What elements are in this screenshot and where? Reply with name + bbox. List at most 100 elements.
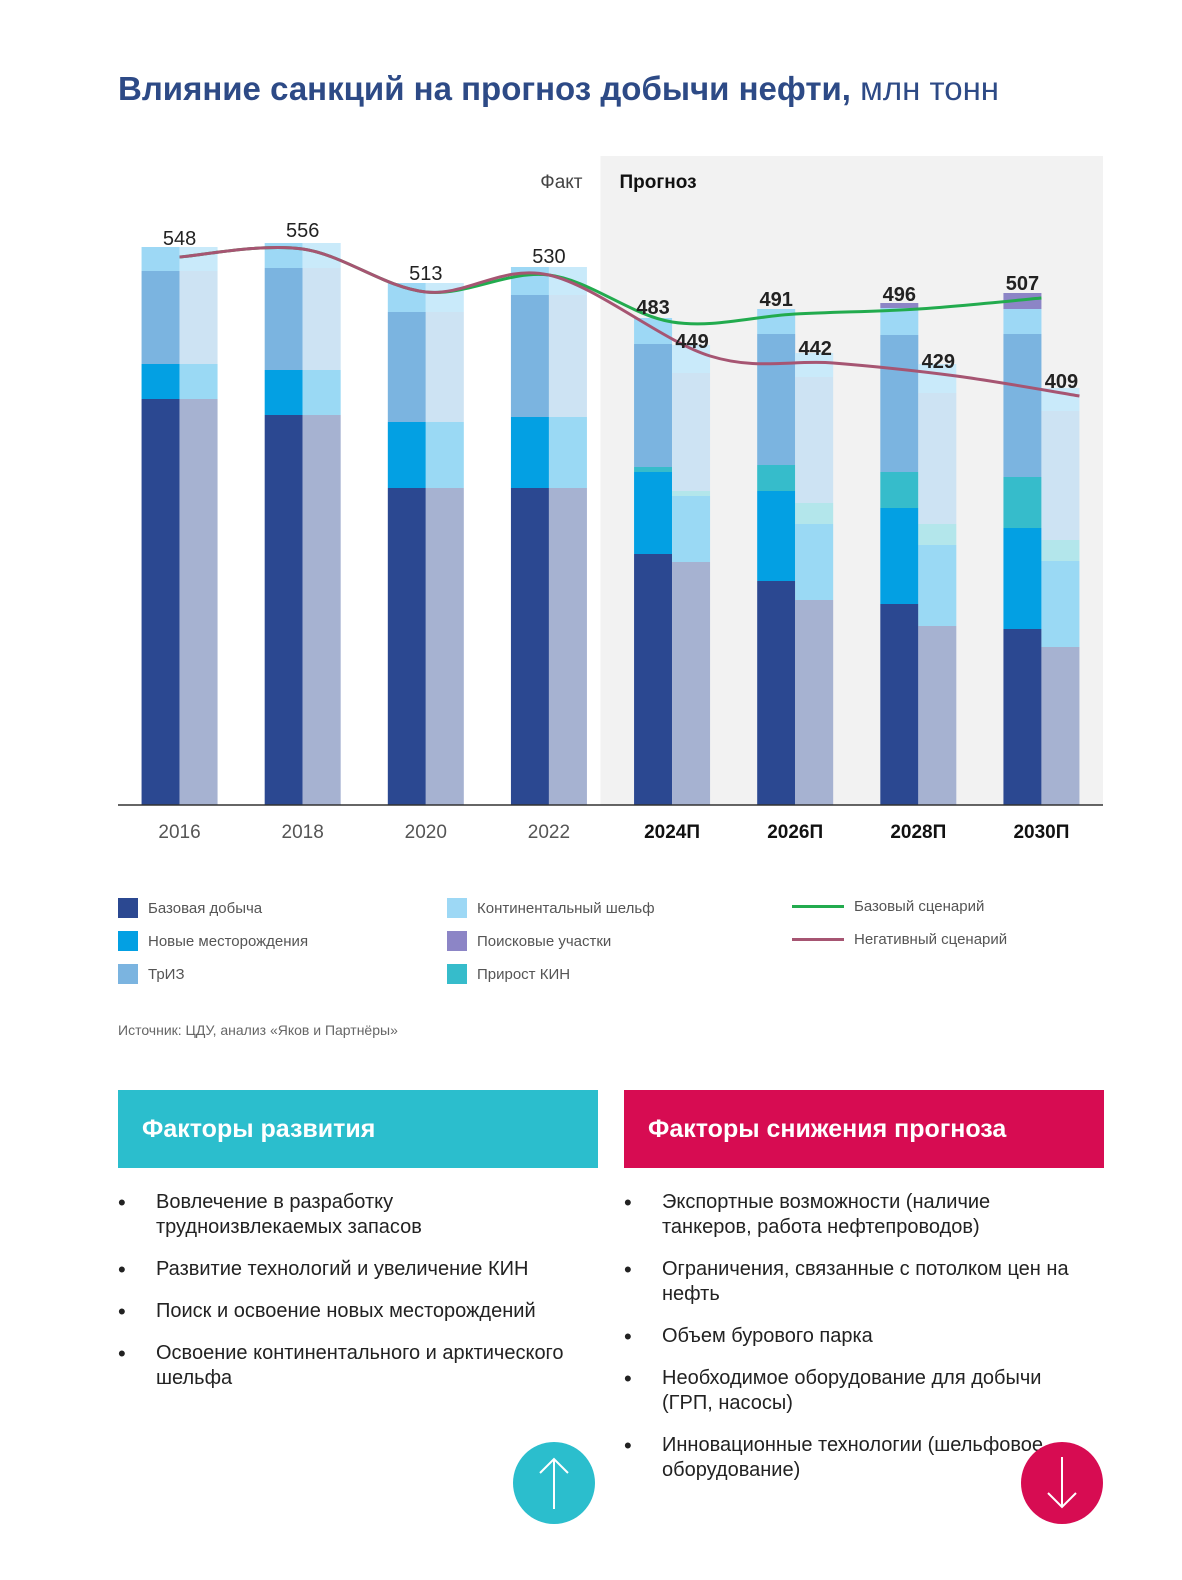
bar-base-2028П-Поисковые участки xyxy=(880,303,919,308)
bar-negative-2028П-Континентальный шельф xyxy=(918,364,957,393)
x-tick-label: 2016 xyxy=(158,822,200,843)
data-label-negative: 449 xyxy=(675,331,708,353)
bar-negative-2018-ТрИЗ xyxy=(302,268,341,370)
bar-negative-2018-Континентальный шельф xyxy=(302,243,341,268)
panel-decline-factors: Факторы снижения прогноза Экспортные воз… xyxy=(624,1090,1104,1500)
bar-negative-2016-Базовая добыча xyxy=(179,399,218,805)
oil-production-chart: Факт Прогноз 2016 2018 2020 2022 2024П 2026П 202… xyxy=(118,156,1103,843)
bar-base-2020-Базовая добыча xyxy=(387,488,426,805)
bar-negative-2020-Континентальный шельф xyxy=(425,283,464,312)
x-tick-label: 2026П xyxy=(767,822,823,843)
legend-label-neg-line: Негативный сценарий xyxy=(854,931,1008,948)
bar-negative-2022-ТрИЗ xyxy=(548,295,587,417)
bar-base-2020-Новые месторождения xyxy=(387,422,426,488)
data-label-base: 496 xyxy=(883,284,916,306)
legend-swatch-shelf xyxy=(447,898,467,918)
list-item: Поиск и освоение новых месторождений xyxy=(118,1299,576,1324)
chart-title-unit: млн тонн xyxy=(860,70,1000,107)
bar-negative-2030П-Новые месторождения xyxy=(1041,561,1080,647)
growth-factors-list: Вовлечение в разработку трудноизвлекаемы… xyxy=(118,1190,598,1391)
bar-negative-2028П-Прирост КИН xyxy=(918,524,957,545)
legend-item-exploration: Поисковые участки xyxy=(447,931,611,951)
bar-base-2022-ТрИЗ xyxy=(510,295,549,417)
label-fact: Факт xyxy=(540,172,583,193)
bar-base-2026П-Континентальный шельф xyxy=(757,309,796,334)
x-tick-label: 2028П xyxy=(890,822,946,843)
legend-item-triz: ТрИЗ xyxy=(118,964,185,984)
source-note: Источник: ЦДУ, анализ «Яков и Партнёры» xyxy=(118,1022,398,1038)
bar-negative-2018-Новые месторождения xyxy=(302,370,341,415)
bar-base-2018-Базовая добыча xyxy=(264,415,303,805)
bar-base-2016-Базовая добыча xyxy=(141,399,180,805)
legend-item-base: Базовая добыча xyxy=(118,898,262,918)
x-tick-label: 2020 xyxy=(405,822,447,843)
bar-base-2018-ТрИЗ xyxy=(264,268,303,370)
x-tick-label: 2022 xyxy=(528,822,570,843)
data-label-negative: 442 xyxy=(799,338,832,360)
legend-swatch-base xyxy=(118,898,138,918)
bar-base-2030П-Континентальный шельф xyxy=(1003,309,1042,334)
list-item: Развитие технологий и увеличение КИН xyxy=(118,1257,576,1282)
bar-negative-2016-Новые месторождения xyxy=(179,364,218,399)
bar-base-2028П-Базовая добыча xyxy=(880,604,919,805)
bar-base-2022-Континентальный шельф xyxy=(510,267,549,295)
chart-legend: Базовая добыча Новые месторождения ТрИЗ … xyxy=(0,896,1182,996)
bar-negative-2024П-ТрИЗ xyxy=(672,373,711,491)
legend-swatch-new-fields xyxy=(118,931,138,951)
data-label-negative: 409 xyxy=(1045,371,1078,393)
bar-negative-2030П-Прирост КИН xyxy=(1041,540,1080,561)
bar-negative-2026П-Континентальный шельф xyxy=(795,353,834,377)
data-label-base: 483 xyxy=(636,297,669,319)
legend-item-new-fields: Новые месторождения xyxy=(118,931,308,951)
bar-base-2028П-ТрИЗ xyxy=(880,335,919,472)
legend-label-kin: Прирост КИН xyxy=(477,965,571,983)
list-item: Ограничения, связанные с потолком цен на… xyxy=(624,1257,1082,1307)
bar-base-2028П-Прирост КИН xyxy=(880,472,919,508)
bar-base-2028П-Новые месторождения xyxy=(880,508,919,604)
bar-base-2026П-Новые месторождения xyxy=(757,491,796,581)
bar-negative-2030П-Базовая добыча xyxy=(1041,647,1080,805)
bar-negative-2020-Базовая добыча xyxy=(425,488,464,805)
bar-negative-2028П-ТрИЗ xyxy=(918,393,957,524)
bar-negative-2026П-ТрИЗ xyxy=(795,377,834,503)
arrow-down-icon xyxy=(1021,1442,1103,1524)
panel-growth-title: Факторы развития xyxy=(118,1090,598,1168)
legend-label-new-fields: Новые месторождения xyxy=(148,932,309,950)
legend-line-base xyxy=(792,905,844,908)
legend-label-shelf: Континентальный шельф xyxy=(477,899,655,917)
list-item: Освоение континентального и арктического… xyxy=(118,1341,576,1391)
list-item: Экспортные возможности (наличие танкеров… xyxy=(624,1190,1082,1240)
bar-negative-2026П-Новые месторождения xyxy=(795,524,834,600)
bar-base-2018-Новые месторождения xyxy=(264,370,303,415)
bar-base-2026П-Прирост КИН xyxy=(757,465,796,491)
bar-negative-2026П-Прирост КИН xyxy=(795,503,834,524)
bar-base-2024П-Новые месторождения xyxy=(634,472,673,554)
bar-negative-2020-ТрИЗ xyxy=(425,312,464,422)
bar-base-2024П-ТрИЗ xyxy=(634,344,673,467)
bar-base-2022-Базовая добыча xyxy=(510,488,549,805)
bar-base-2024П-Прирост КИН xyxy=(634,467,673,472)
legend-swatch-triz xyxy=(118,964,138,984)
bar-negative-2022-Новые месторождения xyxy=(548,417,587,488)
bar-negative-2028П-Базовая добыча xyxy=(918,626,957,805)
legend-swatch-kin xyxy=(447,964,467,984)
arrow-up-icon xyxy=(513,1442,595,1524)
list-item: Вовлечение в разработку трудноизвлекаемы… xyxy=(118,1190,576,1240)
list-item: Необходимое оборудование для добычи (ГРП… xyxy=(624,1366,1082,1416)
data-label-total: 530 xyxy=(532,246,565,268)
legend-item-shelf: Континентальный шельф xyxy=(447,898,655,918)
legend-swatch-exploration xyxy=(447,931,467,951)
bar-negative-2020-Новые месторождения xyxy=(425,422,464,488)
line-negative-scenario xyxy=(179,245,1080,398)
x-tick-label: 2030П xyxy=(1013,822,1069,843)
bar-base-2030П-ТрИЗ xyxy=(1003,334,1042,477)
bar-negative-2024П-Прирост КИН xyxy=(672,491,711,496)
bar-negative-2026П-Базовая добыча xyxy=(795,600,834,805)
legend-item-base-line: Базовый сценарий xyxy=(792,898,984,915)
panel-growth-factors: Факторы развития Вовлечение в разработку… xyxy=(118,1090,598,1408)
bar-negative-2022-Базовая добыча xyxy=(548,488,587,805)
bar-negative-2018-Базовая добыча xyxy=(302,415,341,805)
bar-base-2028П-Континентальный шельф xyxy=(880,308,919,335)
legend-line-neg xyxy=(792,938,844,941)
legend-label-base: Базовая добыча xyxy=(148,899,263,917)
